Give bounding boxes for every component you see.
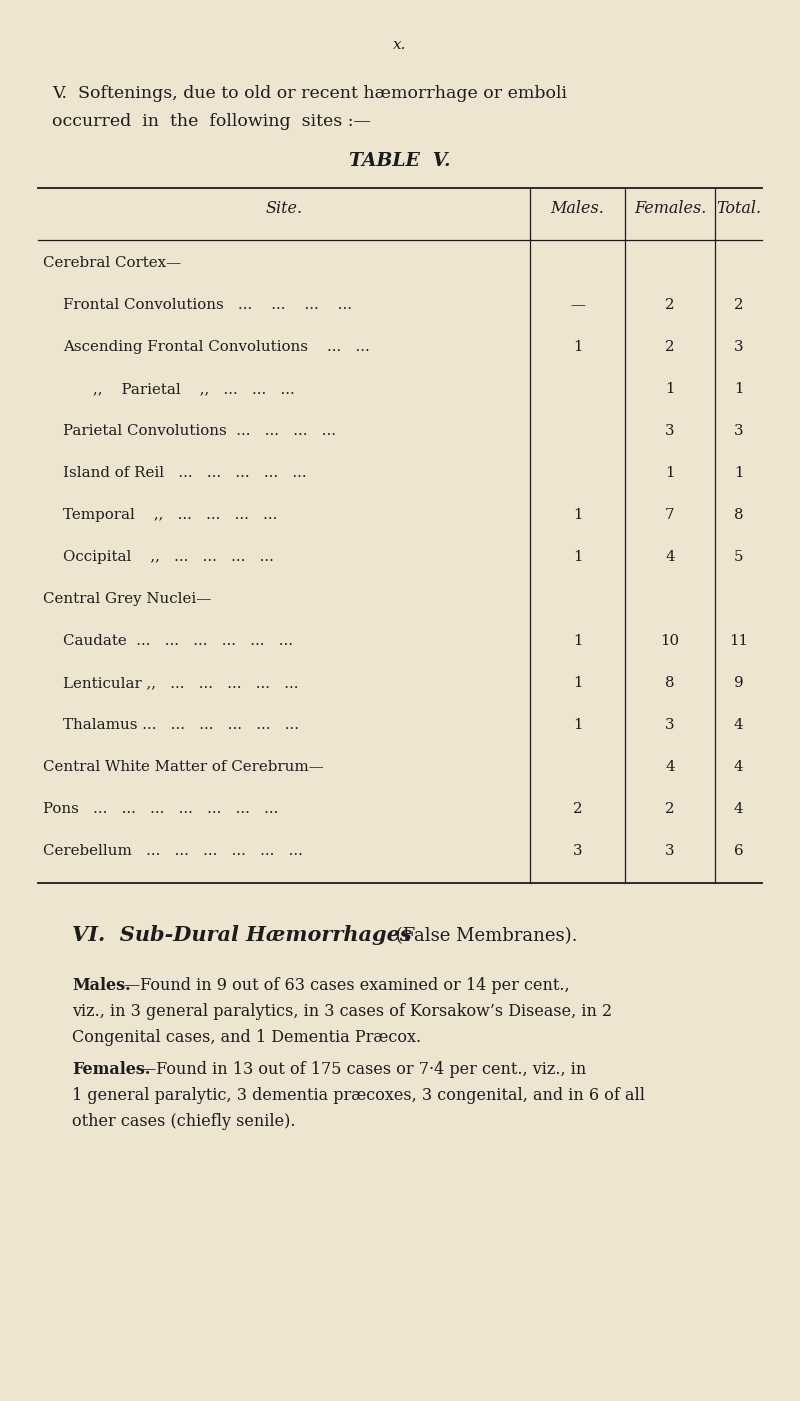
- Text: 1: 1: [573, 677, 582, 691]
- Text: 1: 1: [734, 382, 743, 396]
- Text: 3: 3: [665, 843, 675, 857]
- Text: Pons   ...   ...   ...   ...   ...   ...   ...: Pons ... ... ... ... ... ... ...: [43, 801, 278, 815]
- Text: 1: 1: [573, 340, 582, 354]
- Text: Thalamus ...   ...   ...   ...   ...   ...: Thalamus ... ... ... ... ... ...: [63, 717, 299, 731]
- Text: Females.: Females.: [634, 200, 706, 217]
- Text: 1: 1: [666, 467, 674, 481]
- Text: Total.: Total.: [716, 200, 761, 217]
- Text: 4: 4: [734, 801, 743, 815]
- Text: —: —: [570, 298, 585, 312]
- Text: —Found in 9 out of 63 cases examined or 14 per cent.,: —Found in 9 out of 63 cases examined or …: [124, 976, 570, 993]
- Text: 3: 3: [734, 340, 743, 354]
- Text: Caudate  ...   ...   ...   ...   ...   ...: Caudate ... ... ... ... ... ...: [63, 635, 293, 649]
- Text: VI.  Sub-Dural Hæmorrhages: VI. Sub-Dural Hæmorrhages: [72, 925, 412, 946]
- Text: V.  Softenings, due to old or recent hæmorrhage or emboli: V. Softenings, due to old or recent hæmo…: [52, 85, 567, 102]
- Text: Males.: Males.: [550, 200, 605, 217]
- Text: 8: 8: [734, 509, 743, 523]
- Text: Frontal Convolutions   ...    ...    ...    ...: Frontal Convolutions ... ... ... ...: [63, 298, 352, 312]
- Text: 2: 2: [665, 340, 675, 354]
- Text: 4: 4: [734, 717, 743, 731]
- Text: Parietal Convolutions  ...   ...   ...   ...: Parietal Convolutions ... ... ... ...: [63, 425, 336, 439]
- Text: 3: 3: [734, 425, 743, 439]
- Text: 2: 2: [665, 298, 675, 312]
- Text: 2: 2: [734, 298, 743, 312]
- Text: ,,    Parietal    ,,   ...   ...   ...: ,, Parietal ,, ... ... ...: [93, 382, 294, 396]
- Text: 7: 7: [666, 509, 674, 523]
- Text: Temporal    ,,   ...   ...   ...   ...: Temporal ,, ... ... ... ...: [63, 509, 278, 523]
- Text: Congenital cases, and 1 Dementia Præcox.: Congenital cases, and 1 Dementia Præcox.: [72, 1028, 421, 1047]
- Text: Ascending Frontal Convolutions    ...   ...: Ascending Frontal Convolutions ... ...: [63, 340, 370, 354]
- Text: occurred  in  the  following  sites :—: occurred in the following sites :—: [52, 113, 371, 130]
- Text: Occipital    ,,   ...   ...   ...   ...: Occipital ,, ... ... ... ...: [63, 551, 274, 565]
- Text: 10: 10: [661, 635, 679, 649]
- Text: 3: 3: [665, 425, 675, 439]
- Text: Site.: Site.: [266, 200, 302, 217]
- Text: Cerebellum   ...   ...   ...   ...   ...   ...: Cerebellum ... ... ... ... ... ...: [43, 843, 303, 857]
- Text: 4: 4: [734, 759, 743, 773]
- Text: Central White Matter of Cerebrum—: Central White Matter of Cerebrum—: [43, 759, 324, 773]
- Text: 2: 2: [665, 801, 675, 815]
- Text: Cerebral Cortex—: Cerebral Cortex—: [43, 256, 181, 270]
- Text: Males.: Males.: [72, 976, 130, 993]
- Text: 3: 3: [573, 843, 582, 857]
- Text: 5: 5: [734, 551, 743, 565]
- Text: Central Grey Nuclei—: Central Grey Nuclei—: [43, 593, 211, 607]
- Text: 3: 3: [665, 717, 675, 731]
- Text: 6: 6: [734, 843, 743, 857]
- Text: viz., in 3 general paralytics, in 3 cases of Korsakow’s Disease, in 2: viz., in 3 general paralytics, in 3 case…: [72, 1003, 612, 1020]
- Text: 9: 9: [734, 677, 743, 691]
- Text: 1: 1: [573, 551, 582, 565]
- Text: 1: 1: [573, 509, 582, 523]
- Text: 8: 8: [665, 677, 675, 691]
- Text: 1 general paralytic, 3 dementia præcoxes, 3 congenital, and in 6 of all: 1 general paralytic, 3 dementia præcoxes…: [72, 1087, 645, 1104]
- Text: Island of Reil   ...   ...   ...   ...   ...: Island of Reil ... ... ... ... ...: [63, 467, 306, 481]
- Text: Lenticular ,,   ...   ...   ...   ...   ...: Lenticular ,, ... ... ... ... ...: [63, 677, 298, 691]
- Text: 2: 2: [573, 801, 582, 815]
- Text: 1: 1: [573, 717, 582, 731]
- Text: 11: 11: [729, 635, 748, 649]
- Text: TABLE  V.: TABLE V.: [350, 151, 450, 170]
- Text: 1: 1: [734, 467, 743, 481]
- Text: other cases (chiefly senile).: other cases (chiefly senile).: [72, 1112, 295, 1131]
- Text: —Found in 13 out of 175 cases or 7·4 per cent., viz., in: —Found in 13 out of 175 cases or 7·4 per…: [140, 1061, 586, 1077]
- Text: (False Membranes).: (False Membranes).: [390, 927, 578, 946]
- Text: Females.: Females.: [72, 1061, 150, 1077]
- Text: 1: 1: [666, 382, 674, 396]
- Text: 4: 4: [665, 551, 675, 565]
- Text: 1: 1: [573, 635, 582, 649]
- Text: 4: 4: [665, 759, 675, 773]
- Text: x.: x.: [394, 38, 406, 52]
